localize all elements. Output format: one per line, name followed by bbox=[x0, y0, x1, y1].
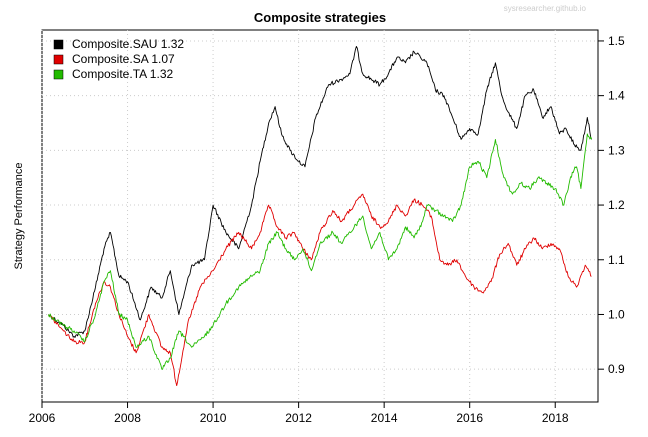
y-tick-label: 1.3 bbox=[608, 143, 625, 157]
legend-swatch bbox=[53, 69, 64, 80]
y-tick-label: 1.5 bbox=[608, 34, 625, 48]
legend-swatch bbox=[53, 54, 64, 65]
x-tick-label: 2012 bbox=[285, 411, 312, 425]
chart-title: Composite strategies bbox=[254, 10, 386, 25]
series-layer bbox=[47, 45, 593, 387]
y-axis-label: Strategy Performance bbox=[13, 163, 25, 270]
y-tick-label: 1.2 bbox=[608, 198, 625, 212]
x-tick-label: 2006 bbox=[29, 411, 56, 425]
watermark: sysresearcher.github.io bbox=[504, 4, 587, 13]
x-tick-label: 2016 bbox=[456, 411, 483, 425]
y-tick-label: 1.4 bbox=[608, 89, 625, 103]
series-line-2 bbox=[47, 133, 593, 370]
x-tick-label: 2008 bbox=[114, 411, 141, 425]
grid-layer bbox=[41, 30, 598, 402]
legend-swatch bbox=[53, 39, 64, 50]
legend-label: Composite.SA 1.07 bbox=[72, 52, 175, 66]
series-line-0 bbox=[48, 45, 593, 338]
x-tick-label: 2018 bbox=[542, 411, 569, 425]
legend-label: Composite.SAU 1.32 bbox=[72, 37, 184, 51]
series-line-1 bbox=[47, 193, 592, 387]
legend-label: Composite.TA 1.32 bbox=[72, 67, 173, 81]
y-tick-label: 1.1 bbox=[608, 253, 625, 267]
plot-frame bbox=[41, 29, 599, 403]
x-tick-label: 2014 bbox=[371, 411, 398, 425]
y-axis: 0.9 1.0 1.1 1.2 1.3 1.4 1.5 bbox=[598, 34, 625, 376]
x-tick-label: 2010 bbox=[200, 411, 227, 425]
x-axis: 2006 2008 2010 2012 2014 2016 2018 bbox=[29, 401, 569, 425]
y-tick-label: 0.9 bbox=[608, 362, 625, 376]
y-tick-label: 1.0 bbox=[608, 307, 625, 321]
